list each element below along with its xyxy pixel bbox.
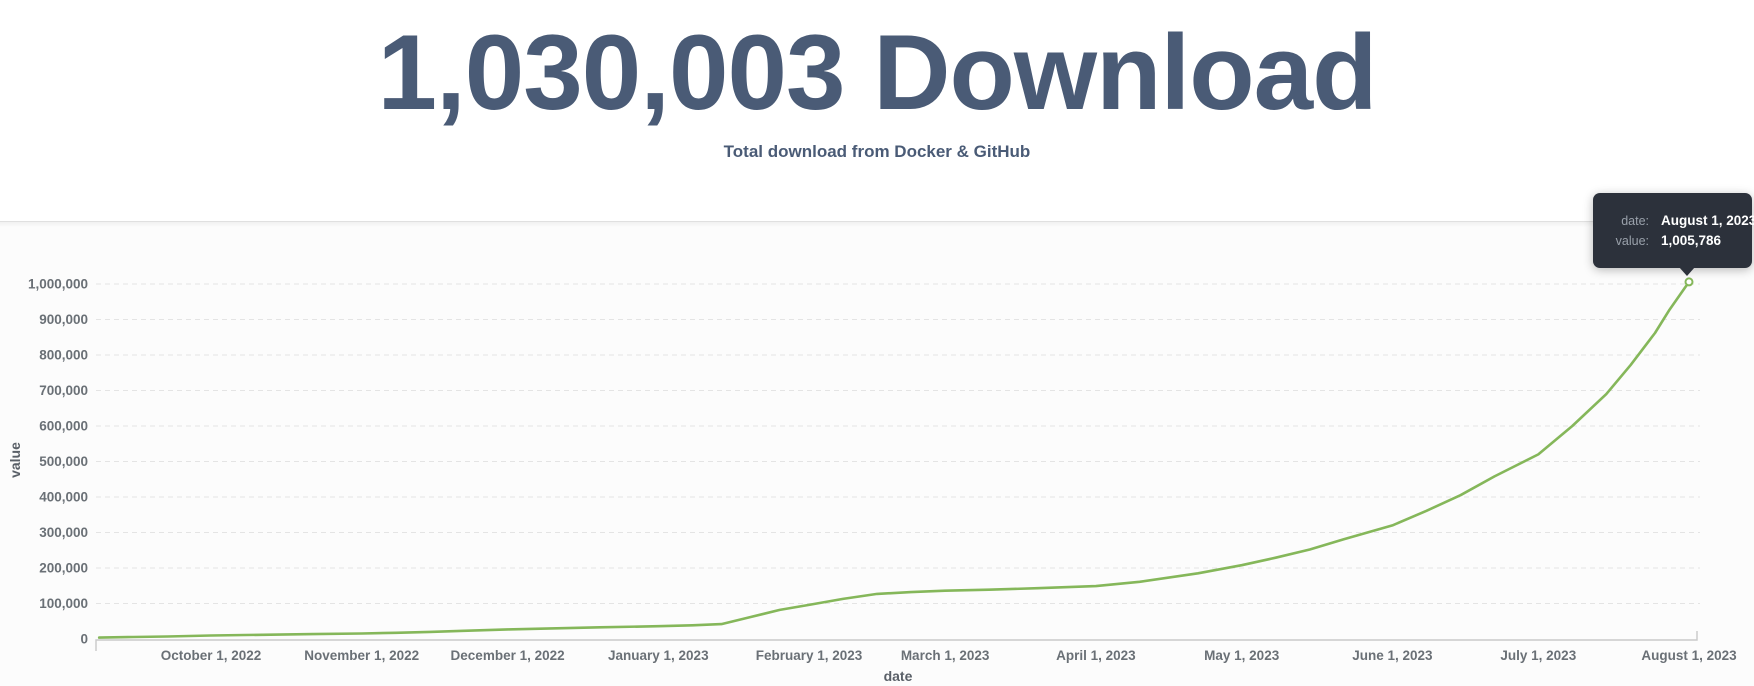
x-tick-label: November 1, 2022 xyxy=(304,648,419,663)
tooltip-row: date: August 1, 2023 xyxy=(1593,213,1754,228)
header: 1,030,003 Download Total download from D… xyxy=(0,0,1754,227)
x-tick-label: July 1, 2023 xyxy=(1500,648,1576,663)
x-tick-label: May 1, 2023 xyxy=(1204,648,1280,663)
downloads-line xyxy=(97,280,1691,639)
x-tick-label: August 1, 2023 xyxy=(1641,648,1737,663)
x-axis-title: date xyxy=(884,668,913,684)
y-tick-label: 1,000,000 xyxy=(28,277,88,292)
x-tick-label: April 1, 2023 xyxy=(1056,648,1136,663)
y-tick-label: 900,000 xyxy=(39,312,88,327)
y-tick-label: 100,000 xyxy=(39,596,88,611)
page-subtitle: Total download from Docker & GitHub xyxy=(723,142,1031,161)
y-tick-label: 300,000 xyxy=(39,525,88,540)
x-tick-label: December 1, 2022 xyxy=(451,648,565,663)
chart-generated: 0 100,000 200,000 300,000 400,000 500,000 600,… xyxy=(28,277,1737,664)
x-tick-label: June 1, 2023 xyxy=(1352,648,1433,663)
tooltip-value-value: 1,005,786 xyxy=(1661,233,1722,248)
x-axis-line xyxy=(95,631,1698,651)
tooltip-row: value: 1,005,786 xyxy=(1593,233,1739,248)
y-tick-label: 500,000 xyxy=(39,454,88,469)
x-tick-label: February 1, 2023 xyxy=(756,648,863,663)
x-tick-label: January 1, 2023 xyxy=(608,648,709,663)
x-tick-label: March 1, 2023 xyxy=(901,648,990,663)
tooltip-date-label: date: xyxy=(1621,214,1649,228)
y-tick-label: 700,000 xyxy=(39,383,88,398)
tooltip: date: August 1, 2023 value: 1,005,786 xyxy=(1593,193,1754,276)
y-tick-label: 600,000 xyxy=(39,419,88,434)
tooltip-value-label: value: xyxy=(1615,234,1649,248)
y-tick-label: 200,000 xyxy=(39,561,88,576)
y-tick-label: 0 xyxy=(80,632,88,647)
y-axis-title: value xyxy=(7,442,23,478)
x-tick-label: October 1, 2022 xyxy=(161,648,262,663)
endpoint-marker[interactable] xyxy=(1684,277,1694,287)
y-tick-label: 800,000 xyxy=(39,348,88,363)
page-title: 1,030,003 Download xyxy=(377,12,1378,132)
y-tick-label: 400,000 xyxy=(39,490,88,505)
tooltip-date-value: August 1, 2023 xyxy=(1661,213,1754,228)
